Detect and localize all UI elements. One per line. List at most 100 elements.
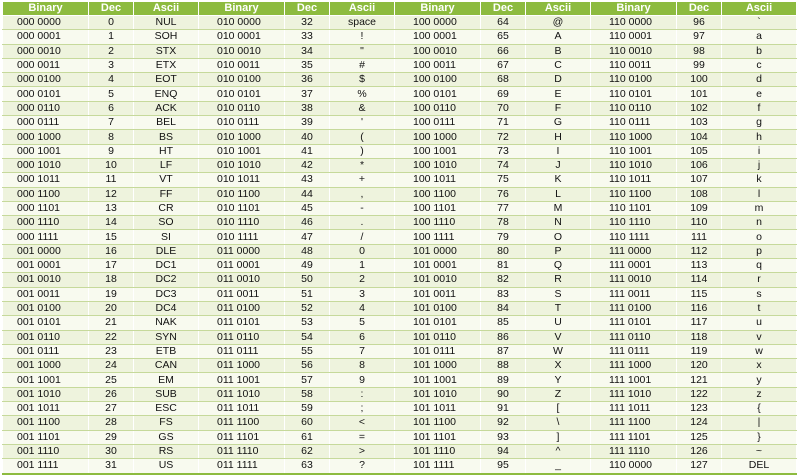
ascii-cell: L bbox=[525, 187, 591, 202]
dec-cell: 53 bbox=[284, 315, 330, 331]
binary-cell: 101 0001 bbox=[394, 258, 481, 274]
table-row: 000 1111 15 SI 010 1111 47/100 1111 79 O 110 11… bbox=[2, 229, 797, 245]
ascii-cell: A bbox=[525, 29, 591, 45]
dec-cell: 93 bbox=[480, 430, 526, 445]
dec-cell: 24 bbox=[88, 358, 134, 374]
binary-cell: 010 1001 bbox=[198, 144, 285, 159]
binary-cell: 101 1011 bbox=[394, 401, 481, 417]
binary-cell: 011 0100 bbox=[198, 301, 285, 317]
ascii-cell: Z bbox=[525, 387, 591, 403]
ascii-cell: o bbox=[721, 229, 797, 245]
dec-cell: 26 bbox=[88, 387, 134, 403]
binary-cell: 101 0100 bbox=[394, 301, 481, 317]
binary-cell: 100 0100 bbox=[394, 72, 481, 88]
binary-cell: 110 1011 bbox=[590, 172, 677, 188]
ascii-cell: } bbox=[721, 430, 797, 445]
ascii-cell: < bbox=[329, 415, 395, 431]
binary-cell: 111 0000 bbox=[590, 244, 677, 260]
binary-cell: 011 1100 bbox=[198, 415, 285, 431]
binary-cell: 111 0001 bbox=[590, 258, 677, 274]
dec-cell: 87 bbox=[480, 344, 526, 360]
binary-cell: 111 0100 bbox=[590, 301, 677, 317]
dec-cell: 51 bbox=[284, 287, 330, 302]
table-row: 001 0100 20 DC4 011 0100 52 4 101 0100 84 T 111 0… bbox=[2, 301, 797, 317]
dec-cell: 0 bbox=[88, 15, 134, 31]
ascii-cell: FF bbox=[133, 187, 199, 202]
ascii-cell: ACK bbox=[133, 101, 199, 117]
dec-cell: 88 bbox=[480, 358, 526, 374]
dec-cell: 7 bbox=[88, 115, 134, 131]
dec-cell: 63 bbox=[284, 458, 330, 475]
ascii-cell: 7 bbox=[329, 344, 395, 360]
binary-cell: 000 1110 bbox=[2, 215, 89, 231]
ascii-cell: 3 bbox=[329, 287, 395, 302]
ascii-cell: \ bbox=[525, 415, 591, 431]
binary-cell: 000 0010 bbox=[2, 44, 89, 59]
ascii-cell: d bbox=[721, 72, 797, 88]
binary-cell: 010 1101 bbox=[198, 201, 285, 217]
dec-cell: 58 bbox=[284, 387, 330, 403]
column-header-binary-2: Binary bbox=[198, 1, 285, 16]
dec-cell: 76 bbox=[480, 187, 526, 202]
binary-cell: 001 1011 bbox=[2, 401, 89, 417]
dec-cell: 78 bbox=[480, 215, 526, 231]
ascii-cell: f bbox=[721, 101, 797, 117]
dec-cell: 50 bbox=[284, 272, 330, 288]
binary-cell: 001 0010 bbox=[2, 272, 89, 288]
dec-cell: 86 bbox=[480, 330, 526, 345]
dec-cell: 89 bbox=[480, 372, 526, 388]
ascii-cell: c bbox=[721, 58, 797, 74]
dec-cell: 68 bbox=[480, 72, 526, 88]
ascii-cell: { bbox=[721, 401, 797, 417]
dec-cell: 105 bbox=[676, 144, 722, 159]
dec-cell: 10 bbox=[88, 158, 134, 174]
dec-cell: 11 bbox=[88, 172, 134, 188]
dec-cell: 79 bbox=[480, 229, 526, 245]
ascii-cell: # bbox=[329, 58, 395, 74]
ascii-cell: DC3 bbox=[133, 287, 199, 302]
table-row: 000 0101 5 ENQ 010 0101 37% 100 0101 69 E 110 01… bbox=[2, 86, 797, 102]
ascii-cell: * bbox=[329, 158, 395, 174]
table-row: 001 1001 25 EM 011 1001 57 9 101 1001 89 Y 111 10… bbox=[2, 372, 797, 388]
dec-cell: 56 bbox=[284, 358, 330, 374]
dec-cell: 41 bbox=[284, 144, 330, 159]
ascii-cell: C bbox=[525, 58, 591, 74]
binary-cell: 001 1010 bbox=[2, 387, 89, 403]
dec-cell: 48 bbox=[284, 244, 330, 260]
ascii-cell: = bbox=[329, 430, 395, 445]
ascii-cell: X bbox=[525, 358, 591, 374]
dec-cell: 120 bbox=[676, 358, 722, 374]
dec-cell: 8 bbox=[88, 129, 134, 145]
dec-cell: 17 bbox=[88, 258, 134, 274]
dec-cell: 23 bbox=[88, 344, 134, 360]
dec-cell: 71 bbox=[480, 115, 526, 131]
dec-cell: 67 bbox=[480, 58, 526, 74]
ascii-cell: ) bbox=[329, 144, 395, 159]
dec-cell: 54 bbox=[284, 330, 330, 345]
table-row: 001 0001 17 DC1 011 0001 49 1 101 0001 81 Q 111 0… bbox=[2, 258, 797, 274]
binary-cell: 011 0000 bbox=[198, 244, 285, 260]
ascii-cell: J bbox=[525, 158, 591, 174]
dec-cell: 37 bbox=[284, 86, 330, 102]
ascii-cell: e bbox=[721, 86, 797, 102]
binary-cell: 001 0000 bbox=[2, 244, 89, 260]
binary-cell: 100 1000 bbox=[394, 129, 481, 145]
ascii-cell: GS bbox=[133, 430, 199, 445]
ascii-cell: ! bbox=[329, 29, 395, 45]
binary-cell: 110 0011 bbox=[590, 58, 677, 74]
dec-cell: 81 bbox=[480, 258, 526, 274]
binary-cell: 110 1001 bbox=[590, 144, 677, 159]
binary-cell: 011 0101 bbox=[198, 315, 285, 331]
dec-cell: 15 bbox=[88, 229, 134, 245]
dec-cell: 97 bbox=[676, 29, 722, 45]
ascii-cell: ? bbox=[329, 458, 395, 475]
binary-cell: 101 0010 bbox=[394, 272, 481, 288]
ascii-cell: [ bbox=[525, 401, 591, 417]
table-row: 001 1101 29 GS 011 1101 61 = 101 1101 93] 111 11… bbox=[2, 430, 797, 445]
dec-cell: 64 bbox=[480, 15, 526, 31]
dec-cell: 121 bbox=[676, 372, 722, 388]
binary-cell: 001 0001 bbox=[2, 258, 89, 274]
ascii-cell: V bbox=[525, 330, 591, 345]
dec-cell: 75 bbox=[480, 172, 526, 188]
dec-cell: 125 bbox=[676, 430, 722, 445]
